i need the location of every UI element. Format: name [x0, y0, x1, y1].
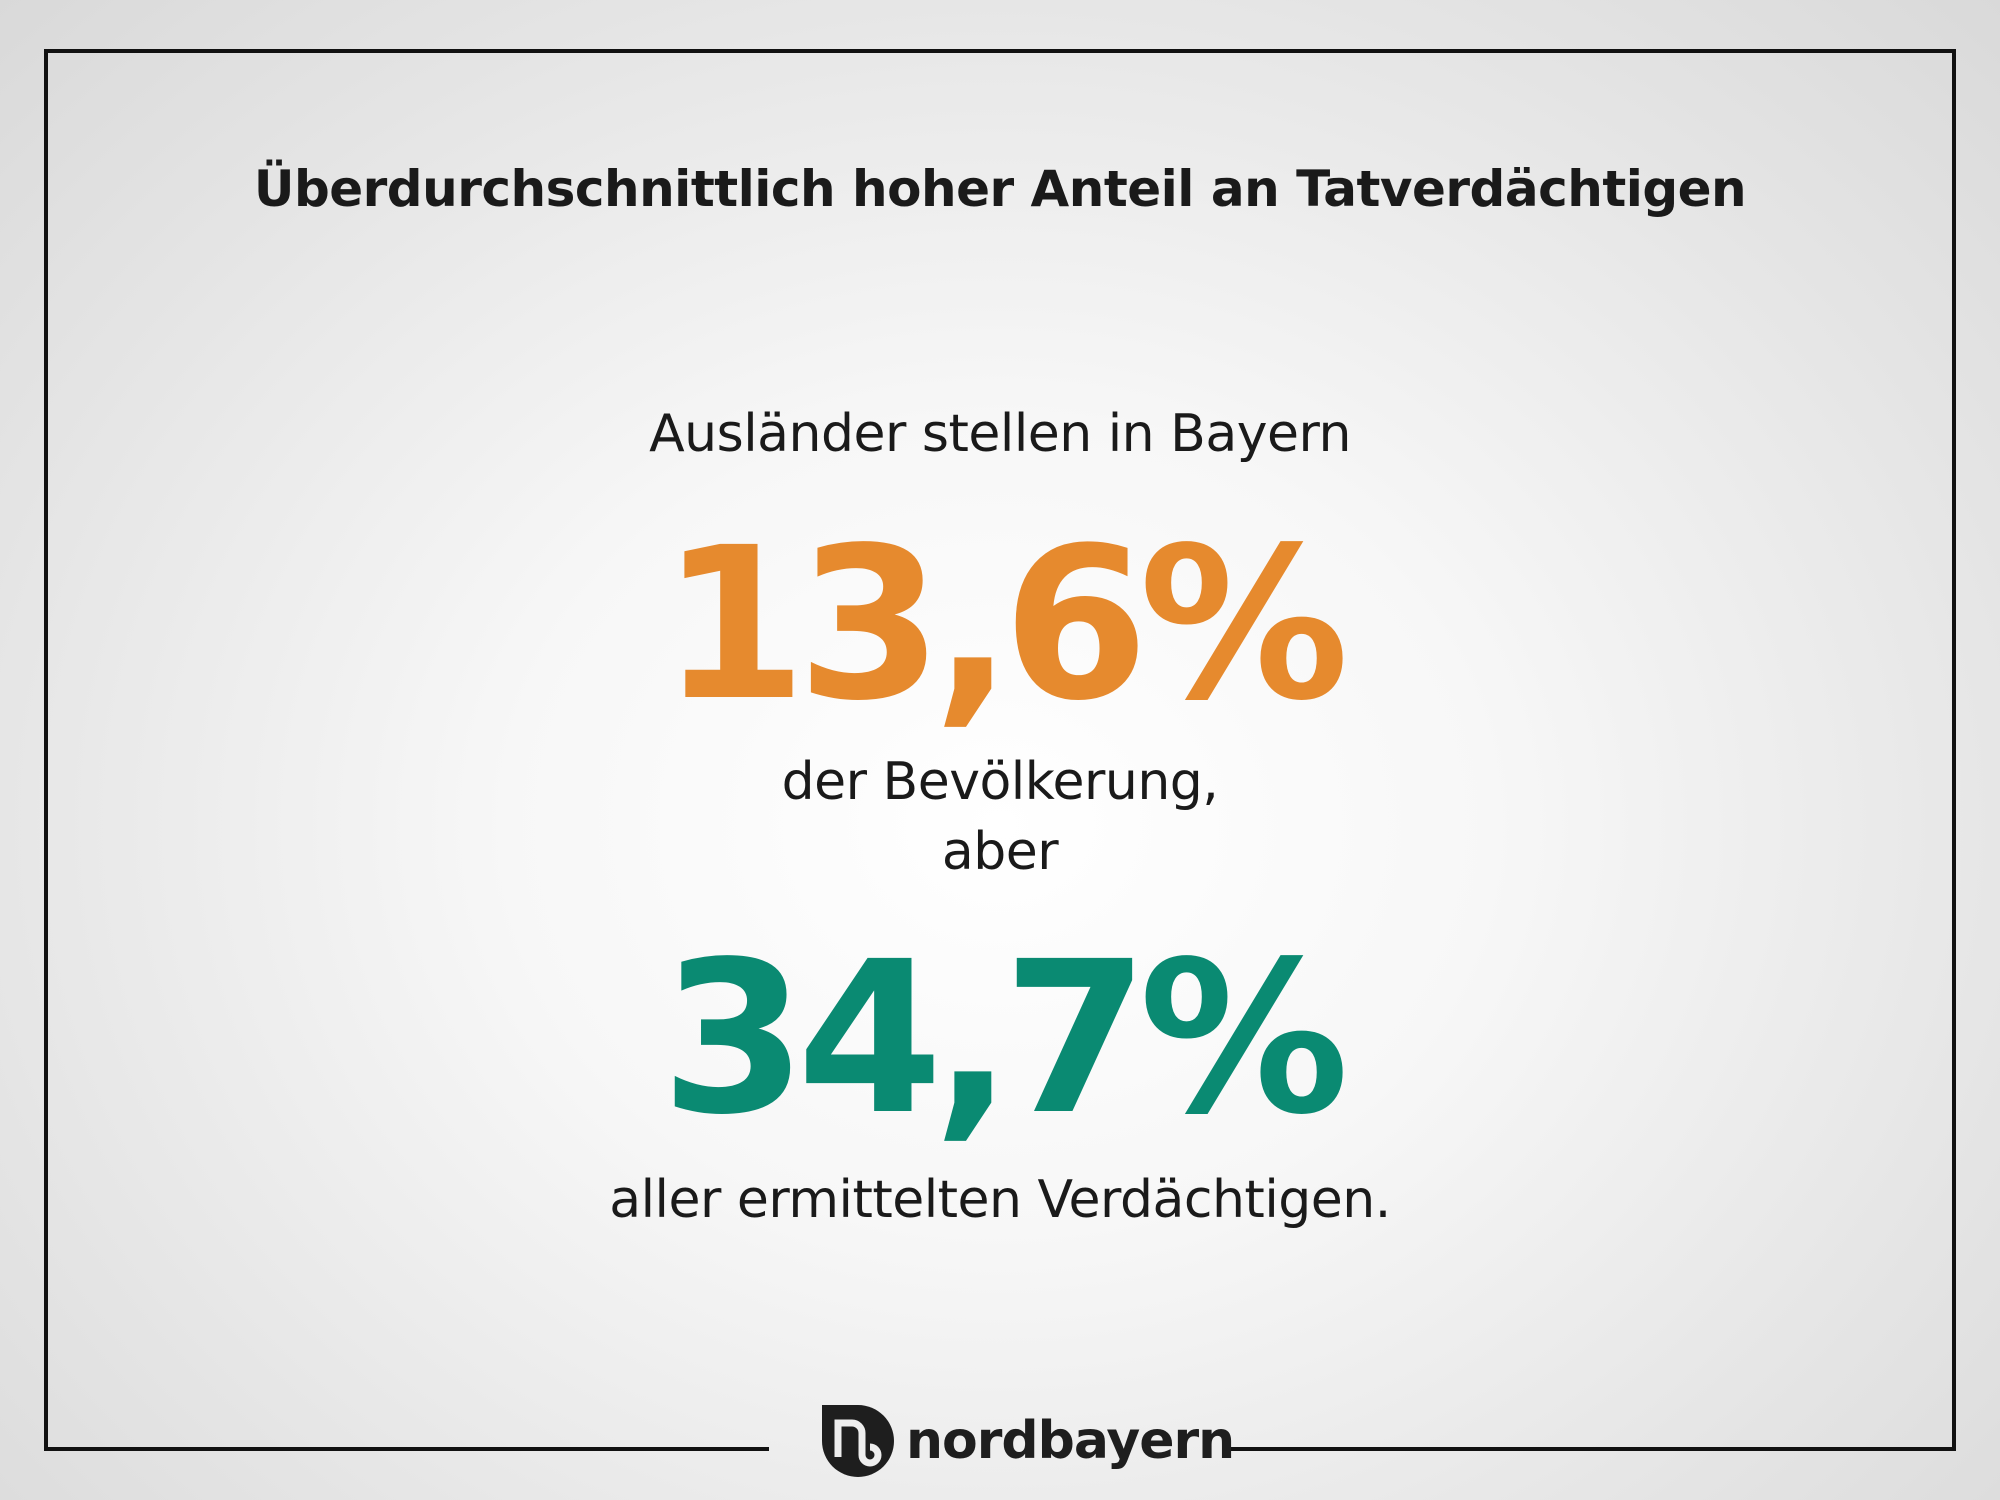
but-text: aber [941, 822, 1059, 882]
intro-text: Ausländer stellen in Bayern [649, 404, 1351, 464]
brand-name: nordbayern [906, 1411, 1235, 1471]
nordbayern-logo: nordbayern [822, 1405, 1235, 1477]
headline: Überdurchschnittlich hoher Anteil an Tat… [253, 160, 1747, 218]
frame-border-bottom-left [44, 1447, 769, 1451]
suspects-share-stat: 34,7% [660, 916, 1350, 1161]
frame-border-left [44, 49, 48, 1451]
frame-border-right [1952, 49, 1956, 1451]
nb-logo-icon [822, 1405, 894, 1477]
outro-text: aller ermittelten Verdächtigen. [609, 1170, 1391, 1230]
population-text: der Bevölkerung, [781, 752, 1219, 812]
frame-border-top [44, 49, 1956, 53]
population-share-stat: 13,6% [660, 502, 1350, 747]
frame-border-bottom-right [1231, 1447, 1956, 1451]
